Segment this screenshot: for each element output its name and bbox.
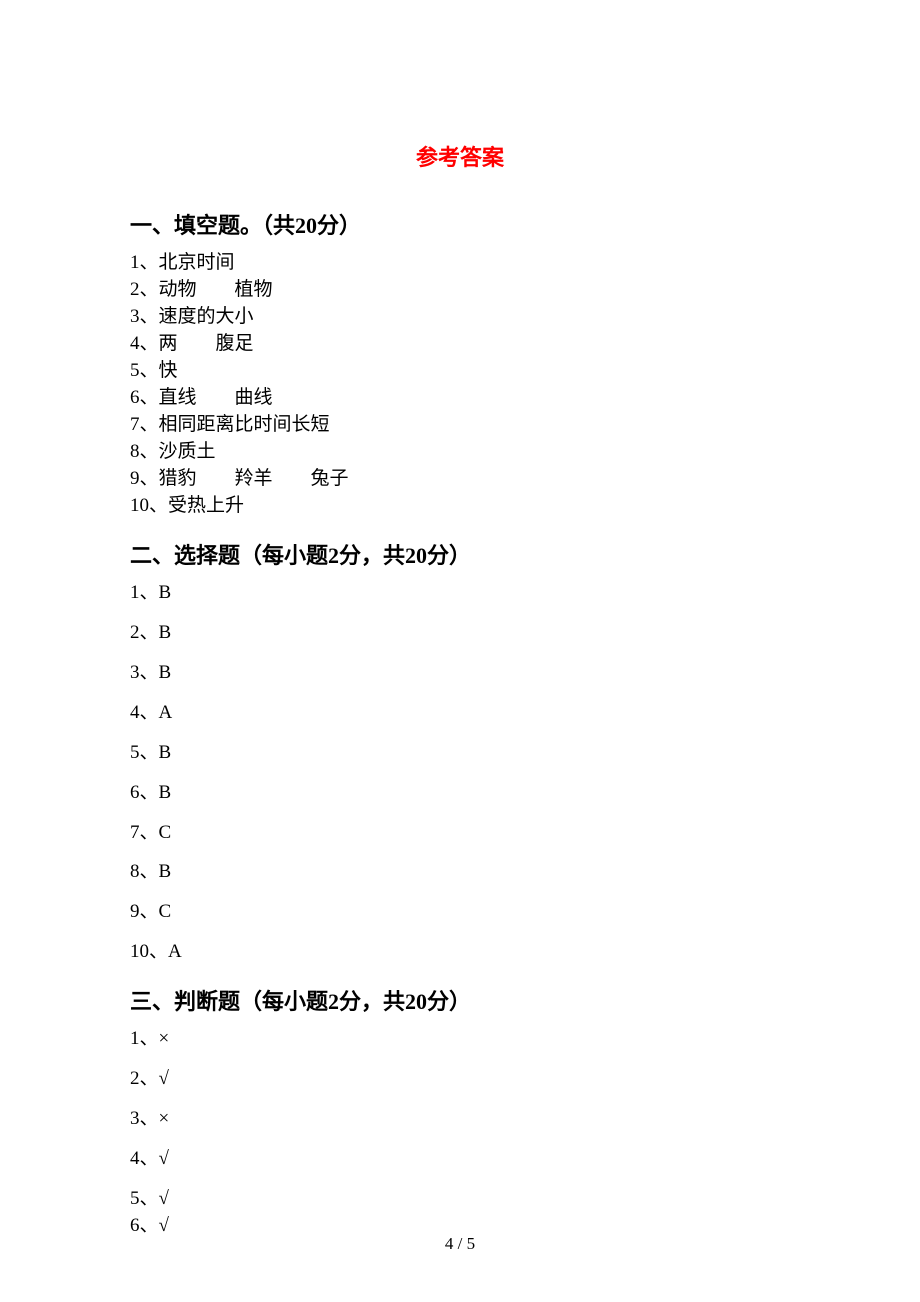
judge-item: 3、× (130, 1106, 790, 1133)
fill-blank-item: 8、沙质土 (130, 439, 790, 466)
item-number: 7、 (130, 414, 159, 435)
item-answer: B (159, 742, 172, 763)
item-answer: B (159, 861, 172, 882)
item-answer: × (159, 1028, 170, 1049)
document-page: 参考答案 一、填空题。（共20分） 1、北京时间 2、动物植物 3、速度的大小 … (0, 0, 920, 1240)
item-number: 7、 (130, 822, 159, 843)
judge-item: 4、√ (130, 1146, 790, 1173)
choice-item: 10、A (130, 939, 790, 966)
item-answer: B (159, 662, 172, 683)
choice-item: 3、B (130, 660, 790, 687)
item-number: 9、 (130, 468, 159, 489)
item-number: 5、 (130, 360, 159, 381)
choice-item: 7、C (130, 820, 790, 847)
item-number: 8、 (130, 861, 159, 882)
item-answer: A (159, 702, 173, 723)
choice-item: 5、B (130, 740, 790, 767)
item-answer: C (159, 901, 172, 922)
choice-item: 9、C (130, 899, 790, 926)
item-number: 10、 (130, 495, 168, 516)
fill-blank-item: 9、猎豹 羚羊 兔子 (130, 466, 790, 493)
choice-item: 6、B (130, 780, 790, 807)
item-number: 1、 (130, 252, 159, 273)
item-answer: 兔子 (311, 468, 349, 489)
section-heading-fill-blank: 一、填空题。（共20分） (130, 208, 790, 240)
item-answer: B (159, 782, 172, 803)
item-answer: √ (159, 1148, 169, 1169)
item-number: 10、 (130, 941, 168, 962)
item-answer: B (159, 582, 172, 603)
item-number: 1、 (130, 1028, 159, 1049)
page-title: 参考答案 (130, 140, 790, 172)
item-number: 8、 (130, 441, 159, 462)
item-answer: 曲线 (235, 387, 273, 408)
item-answer: 动物 (159, 279, 197, 300)
section-heading-judge: 三、判断题（每小题2分，共20分） (130, 984, 790, 1016)
fill-blank-item: 1、北京时间 (130, 250, 790, 277)
choice-item: 4、A (130, 700, 790, 727)
item-answer: 相同距离比时间长短 (159, 414, 330, 435)
choice-item: 8、B (130, 859, 790, 886)
item-answer: × (159, 1108, 170, 1129)
fill-blank-item: 5、快 (130, 358, 790, 385)
item-number: 2、 (130, 279, 159, 300)
judge-item: 5、√ (130, 1186, 790, 1213)
fill-blank-item: 4、两 腹足 (130, 331, 790, 358)
item-answer: √ (159, 1188, 169, 1209)
item-number: 9、 (130, 901, 159, 922)
fill-blank-item: 2、动物 植物 (130, 277, 790, 304)
item-answer: B (159, 622, 172, 643)
item-number: 4、 (130, 702, 159, 723)
item-number: 1、 (130, 582, 159, 603)
item-number: 3、 (130, 1108, 159, 1129)
fill-blank-item: 6、直线 曲线 (130, 385, 790, 412)
section-heading-choice: 二、选择题（每小题2分，共20分） (130, 538, 790, 570)
item-answer: 沙质土 (159, 441, 216, 462)
item-number: 5、 (130, 1188, 159, 1209)
item-answer: 速度的大小 (159, 306, 254, 327)
item-number: 3、 (130, 662, 159, 683)
item-answer: A (168, 941, 182, 962)
fill-blank-item: 10、受热上升 (130, 493, 790, 520)
item-answer: 受热上升 (168, 495, 244, 516)
item-number: 6、 (130, 782, 159, 803)
item-answer: 猎豹 (159, 468, 197, 489)
item-answer: 直线 (159, 387, 197, 408)
item-number: 2、 (130, 1068, 159, 1089)
item-answer: 北京时间 (159, 252, 235, 273)
item-number: 3、 (130, 306, 159, 327)
item-answer: 腹足 (216, 333, 254, 354)
item-answer: C (159, 822, 172, 843)
item-number: 5、 (130, 742, 159, 763)
item-number: 2、 (130, 622, 159, 643)
item-number: 4、 (130, 1148, 159, 1169)
page-number: 4 / 5 (0, 1234, 920, 1254)
choice-item: 1、B (130, 580, 790, 607)
judge-item: 2、√ (130, 1066, 790, 1093)
choice-item: 2、B (130, 620, 790, 647)
item-number: 6、 (130, 387, 159, 408)
item-number: 4、 (130, 333, 159, 354)
fill-blank-item: 3、速度的大小 (130, 304, 790, 331)
item-answer: 两 (159, 333, 178, 354)
item-answer: 羚羊 (235, 468, 273, 489)
judge-item: 1、× (130, 1026, 790, 1053)
item-answer: 快 (159, 360, 178, 381)
fill-blank-item: 7、相同距离比时间长短 (130, 412, 790, 439)
item-answer: 植物 (235, 279, 273, 300)
item-answer: √ (159, 1068, 169, 1089)
